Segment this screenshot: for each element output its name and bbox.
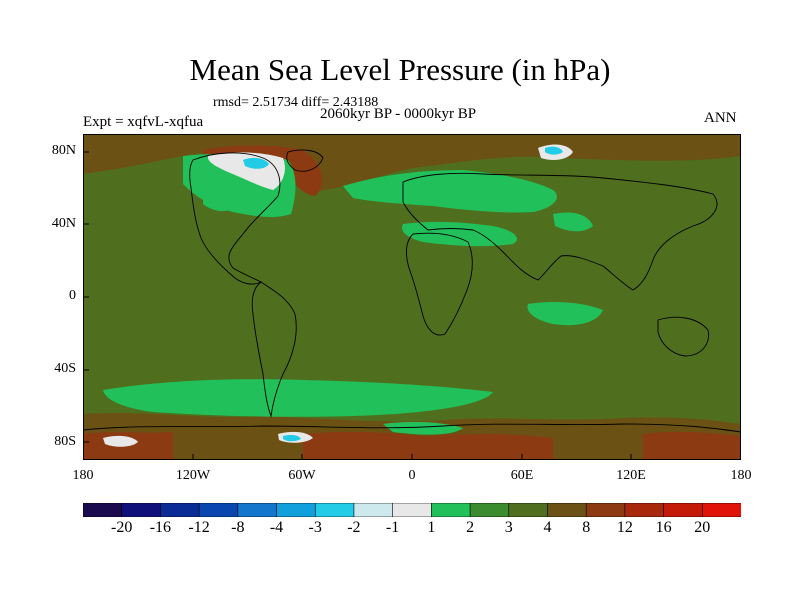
lat-label-80n: 80N [51, 143, 76, 158]
colorbar-swatch [624, 503, 665, 517]
colorbar-swatch [83, 503, 123, 517]
map-plot [83, 134, 741, 460]
colorbar-label: 2 [466, 519, 475, 536]
colorbar-swatch [314, 503, 355, 517]
colorbar-label: -1 [385, 519, 400, 536]
colorbar-swatch [198, 503, 239, 517]
colorbar [83, 503, 741, 517]
map-title: Mean Sea Level Pressure (in hPa) [189, 52, 611, 87]
colorbar-swatch [237, 503, 278, 517]
period-text: 2060kyr BP - 0000kyr BP [320, 106, 477, 122]
colorbar-label: 3 [504, 519, 513, 536]
colorbar-label: 1 [427, 519, 436, 536]
stats-text: rmsd= 2.51734 diff= 2.43188 [213, 95, 379, 110]
colorbar-swatch [508, 503, 549, 517]
lon-label-120e: 120E [616, 468, 646, 483]
colorbar-label: 4 [543, 519, 552, 536]
land-outlines [83, 149, 741, 433]
lat-label-0: 0 [69, 288, 76, 303]
experiment-label: Expt = xqfvL-xqfua [83, 114, 204, 130]
colorbar-swatch [276, 503, 316, 517]
lat-label-40n: 40N [51, 216, 76, 231]
lat-label-40s: 40S [54, 361, 76, 376]
field-negative [243, 146, 563, 442]
colorbar-label: 12 [616, 519, 633, 536]
season-label: ANN [704, 110, 737, 126]
colorbar-label: -20 [111, 519, 133, 536]
colorbar-swatch [547, 503, 587, 517]
colorbar-swatch [353, 503, 394, 517]
colorbar-swatch [431, 503, 471, 517]
colorbar-label: 20 [694, 519, 711, 536]
lat-label-80s: 80S [54, 434, 76, 449]
axis-ticks [83, 151, 632, 460]
colorbar-swatch [469, 503, 510, 517]
colorbar-label: -8 [231, 519, 245, 536]
lon-label-60w: 60W [288, 468, 316, 483]
lon-label-180w: 180 [72, 468, 94, 483]
colorbar-swatch [663, 503, 703, 517]
lon-label-180e: 180 [730, 468, 752, 483]
colorbar-label: -2 [347, 519, 361, 536]
colorbar-label: 16 [655, 519, 672, 536]
lon-label-0: 0 [408, 468, 416, 483]
colorbar-label: 8 [582, 519, 591, 536]
lon-label-60e: 60E [510, 468, 534, 483]
colorbar-label: -16 [149, 519, 172, 536]
colorbar-swatch [585, 503, 626, 517]
colorbar-swatch [121, 503, 162, 517]
colorbar-label: -12 [188, 519, 210, 536]
colorbar-label: -3 [308, 519, 322, 536]
colorbar-swatch [160, 503, 200, 517]
colorbar-swatch [701, 503, 741, 517]
lon-label-120w: 120W [175, 468, 211, 483]
colorbar-label: -4 [269, 519, 284, 536]
colorbar-swatch [392, 503, 432, 517]
